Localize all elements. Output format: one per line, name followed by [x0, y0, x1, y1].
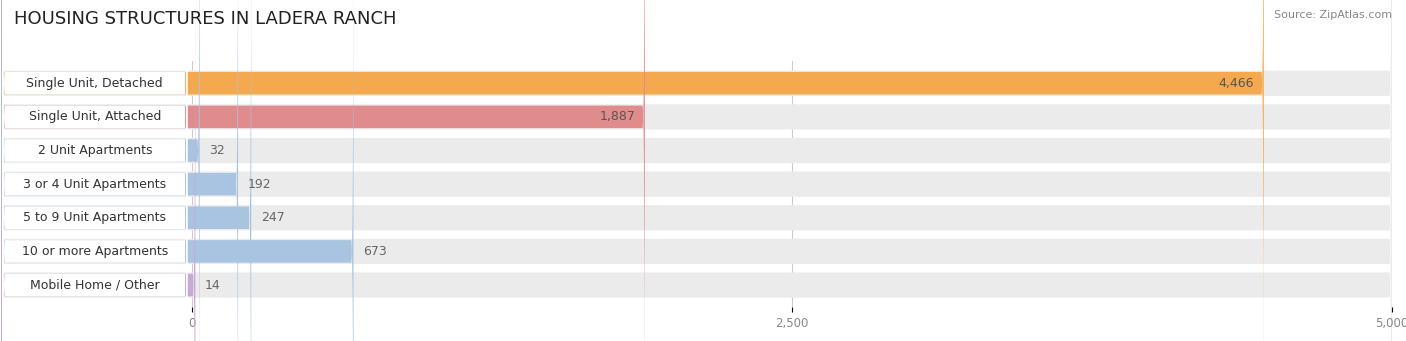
- Text: 247: 247: [262, 211, 284, 224]
- Text: 4,466: 4,466: [1219, 77, 1254, 90]
- FancyBboxPatch shape: [1, 0, 1264, 341]
- Text: 1,887: 1,887: [599, 110, 636, 123]
- Text: Single Unit, Detached: Single Unit, Detached: [27, 77, 163, 90]
- FancyBboxPatch shape: [3, 0, 187, 341]
- Text: Mobile Home / Other: Mobile Home / Other: [30, 279, 160, 292]
- FancyBboxPatch shape: [1, 0, 645, 341]
- FancyBboxPatch shape: [1, 0, 195, 341]
- FancyBboxPatch shape: [1, 0, 200, 341]
- FancyBboxPatch shape: [1, 0, 238, 341]
- Text: 5 to 9 Unit Apartments: 5 to 9 Unit Apartments: [24, 211, 166, 224]
- FancyBboxPatch shape: [3, 0, 187, 341]
- FancyBboxPatch shape: [3, 0, 187, 341]
- FancyBboxPatch shape: [3, 0, 187, 341]
- FancyBboxPatch shape: [3, 0, 187, 341]
- FancyBboxPatch shape: [3, 0, 187, 341]
- Text: 3 or 4 Unit Apartments: 3 or 4 Unit Apartments: [24, 178, 166, 191]
- Text: 192: 192: [247, 178, 271, 191]
- Text: Single Unit, Attached: Single Unit, Attached: [28, 110, 160, 123]
- Text: 673: 673: [363, 245, 387, 258]
- Text: 2 Unit Apartments: 2 Unit Apartments: [38, 144, 152, 157]
- Text: 14: 14: [205, 279, 221, 292]
- FancyBboxPatch shape: [1, 0, 252, 341]
- FancyBboxPatch shape: [3, 0, 187, 341]
- FancyBboxPatch shape: [1, 0, 353, 341]
- Text: 32: 32: [209, 144, 225, 157]
- Text: HOUSING STRUCTURES IN LADERA RANCH: HOUSING STRUCTURES IN LADERA RANCH: [14, 10, 396, 28]
- Text: Source: ZipAtlas.com: Source: ZipAtlas.com: [1274, 10, 1392, 20]
- Text: 10 or more Apartments: 10 or more Apartments: [21, 245, 167, 258]
